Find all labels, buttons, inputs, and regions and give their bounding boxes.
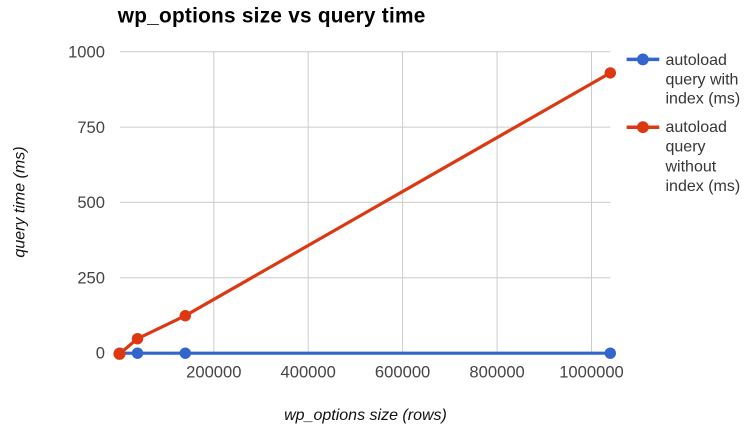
svg-text:query time (ms): query time (ms) [12, 146, 29, 257]
svg-text:query: query [666, 139, 706, 156]
svg-text:index (ms): index (ms) [666, 178, 741, 195]
svg-text:800000: 800000 [469, 363, 524, 382]
svg-text:without: without [665, 158, 717, 175]
svg-text:750: 750 [77, 118, 105, 137]
svg-text:index (ms): index (ms) [666, 91, 741, 108]
svg-text:400000: 400000 [281, 363, 336, 382]
svg-text:200000: 200000 [186, 363, 241, 382]
svg-text:1000: 1000 [68, 43, 105, 62]
svg-text:250: 250 [77, 268, 105, 287]
svg-text:query with: query with [666, 71, 739, 88]
svg-text:0: 0 [96, 344, 105, 363]
svg-text:autoload: autoload [666, 52, 727, 69]
svg-text:1000000: 1000000 [559, 363, 624, 382]
svg-text:wp_options size (rows): wp_options size (rows) [284, 407, 447, 424]
svg-text:500: 500 [77, 193, 105, 212]
svg-text:autoload: autoload [666, 119, 727, 136]
svg-text:wp_options size vs query time: wp_options size vs query time [117, 4, 426, 27]
svg-text:600000: 600000 [375, 363, 430, 382]
